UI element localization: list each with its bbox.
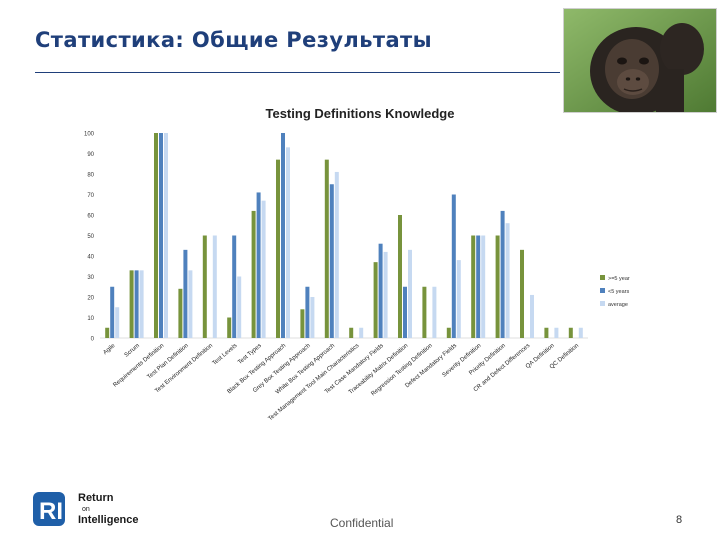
y-tick-label: 60	[87, 214, 94, 220]
bar-average	[359, 327, 364, 338]
bar-average	[237, 276, 242, 338]
bar-ge5-years	[373, 262, 378, 338]
legend-label: <5 years	[608, 289, 629, 295]
bar-average	[383, 251, 388, 338]
logo-line-2: on	[82, 506, 90, 513]
bar-lt5-years	[183, 249, 188, 338]
bar-ge5-years	[202, 235, 207, 338]
y-tick-label: 80	[87, 173, 94, 179]
bar-average	[164, 133, 168, 338]
bar-average	[188, 270, 193, 338]
bar-ge5-years	[178, 288, 183, 338]
bar-average	[481, 235, 486, 338]
ape-photo	[563, 8, 717, 113]
bar-lt5-years	[378, 243, 383, 338]
legend-swatch	[600, 301, 605, 306]
bar-chart: Testing Definitions Knowledge 0 10 20 30 40 50…	[84, 106, 630, 422]
slide-title: Статистика: Общие Результаты	[35, 28, 432, 52]
bar-average	[286, 147, 290, 338]
legend-swatch	[600, 275, 605, 280]
chart-title: Testing Definitions Knowledge	[266, 106, 455, 121]
bar-ge5-years	[471, 235, 476, 338]
y-tick-label: 40	[87, 255, 94, 261]
bar-average	[334, 171, 339, 338]
confidential-label: Confidential	[330, 516, 394, 530]
legend-label: average	[608, 302, 628, 308]
page-number: 8	[676, 514, 683, 526]
bar-ge5-years	[227, 317, 232, 338]
bar-ge5-years	[422, 286, 427, 338]
bar-average	[408, 249, 412, 338]
bar-ge5-years	[276, 159, 280, 338]
bar-lt5-years	[256, 192, 261, 338]
bar-ge5-years	[154, 133, 158, 338]
logo-line-1: Return	[78, 492, 114, 504]
svg-text:RI: RI	[39, 498, 63, 525]
bar-average	[554, 327, 559, 338]
bar-ge5-years	[251, 210, 256, 338]
x-category-label: Scrum	[124, 343, 141, 359]
legend-swatch	[600, 288, 605, 293]
y-tick-label: 20	[87, 296, 94, 302]
bar-ge5-years	[105, 327, 110, 338]
bar-average	[530, 294, 534, 338]
bar-average	[578, 327, 583, 338]
bar-ge5-years	[446, 327, 451, 338]
bar-lt5-years	[451, 194, 456, 338]
bar-average	[139, 270, 144, 338]
return-on-intelligence-logo: RI	[33, 492, 65, 526]
bar-average	[505, 223, 510, 338]
bar-lt5-years	[329, 184, 334, 338]
title-divider	[35, 72, 560, 73]
bar-ge5-years	[544, 327, 549, 338]
bar-average	[261, 200, 266, 338]
y-tick-label: 10	[87, 316, 94, 322]
y-tick-label: 100	[84, 132, 95, 138]
bar-lt5-years	[476, 235, 481, 338]
bar-ge5-years	[300, 309, 305, 338]
bar-lt5-years	[403, 286, 407, 338]
y-tick-label: 90	[87, 152, 94, 158]
x-category-label: Test Plan Definition	[146, 343, 189, 381]
bar-average	[310, 297, 315, 338]
bar-lt5-years	[500, 210, 505, 338]
logo-line-3: Intelligence	[78, 514, 139, 526]
bar-average	[115, 307, 120, 338]
bar-lt5-years	[281, 133, 285, 338]
y-tick-label: 0	[91, 337, 95, 343]
bar-lt5-years	[232, 235, 237, 338]
bar-ge5-years	[324, 159, 329, 338]
y-tick-label: 30	[87, 275, 94, 281]
bar-ge5-years	[398, 215, 402, 338]
legend-label: >=5 years	[608, 276, 630, 282]
bar-ge5-years	[495, 235, 500, 338]
bar-ge5-years	[349, 327, 354, 338]
bar-lt5-years	[110, 286, 115, 338]
bar-ge5-years	[568, 327, 573, 338]
x-category-label: Test Levels	[212, 343, 239, 367]
y-tick-label: 70	[87, 193, 94, 199]
y-tick-label: 50	[87, 234, 94, 240]
bar-ge5-years	[129, 270, 134, 338]
bar-average	[456, 260, 461, 338]
x-category-label: Test Management Tool Main Characteristic…	[268, 343, 361, 422]
bar-lt5-years	[159, 133, 163, 338]
x-category-label: Agile	[102, 343, 117, 357]
bar-lt5-years	[305, 286, 310, 338]
bar-lt5-years	[134, 270, 139, 338]
bar-ge5-years	[520, 249, 524, 338]
bar-average	[212, 235, 217, 338]
bar-average	[432, 286, 437, 338]
